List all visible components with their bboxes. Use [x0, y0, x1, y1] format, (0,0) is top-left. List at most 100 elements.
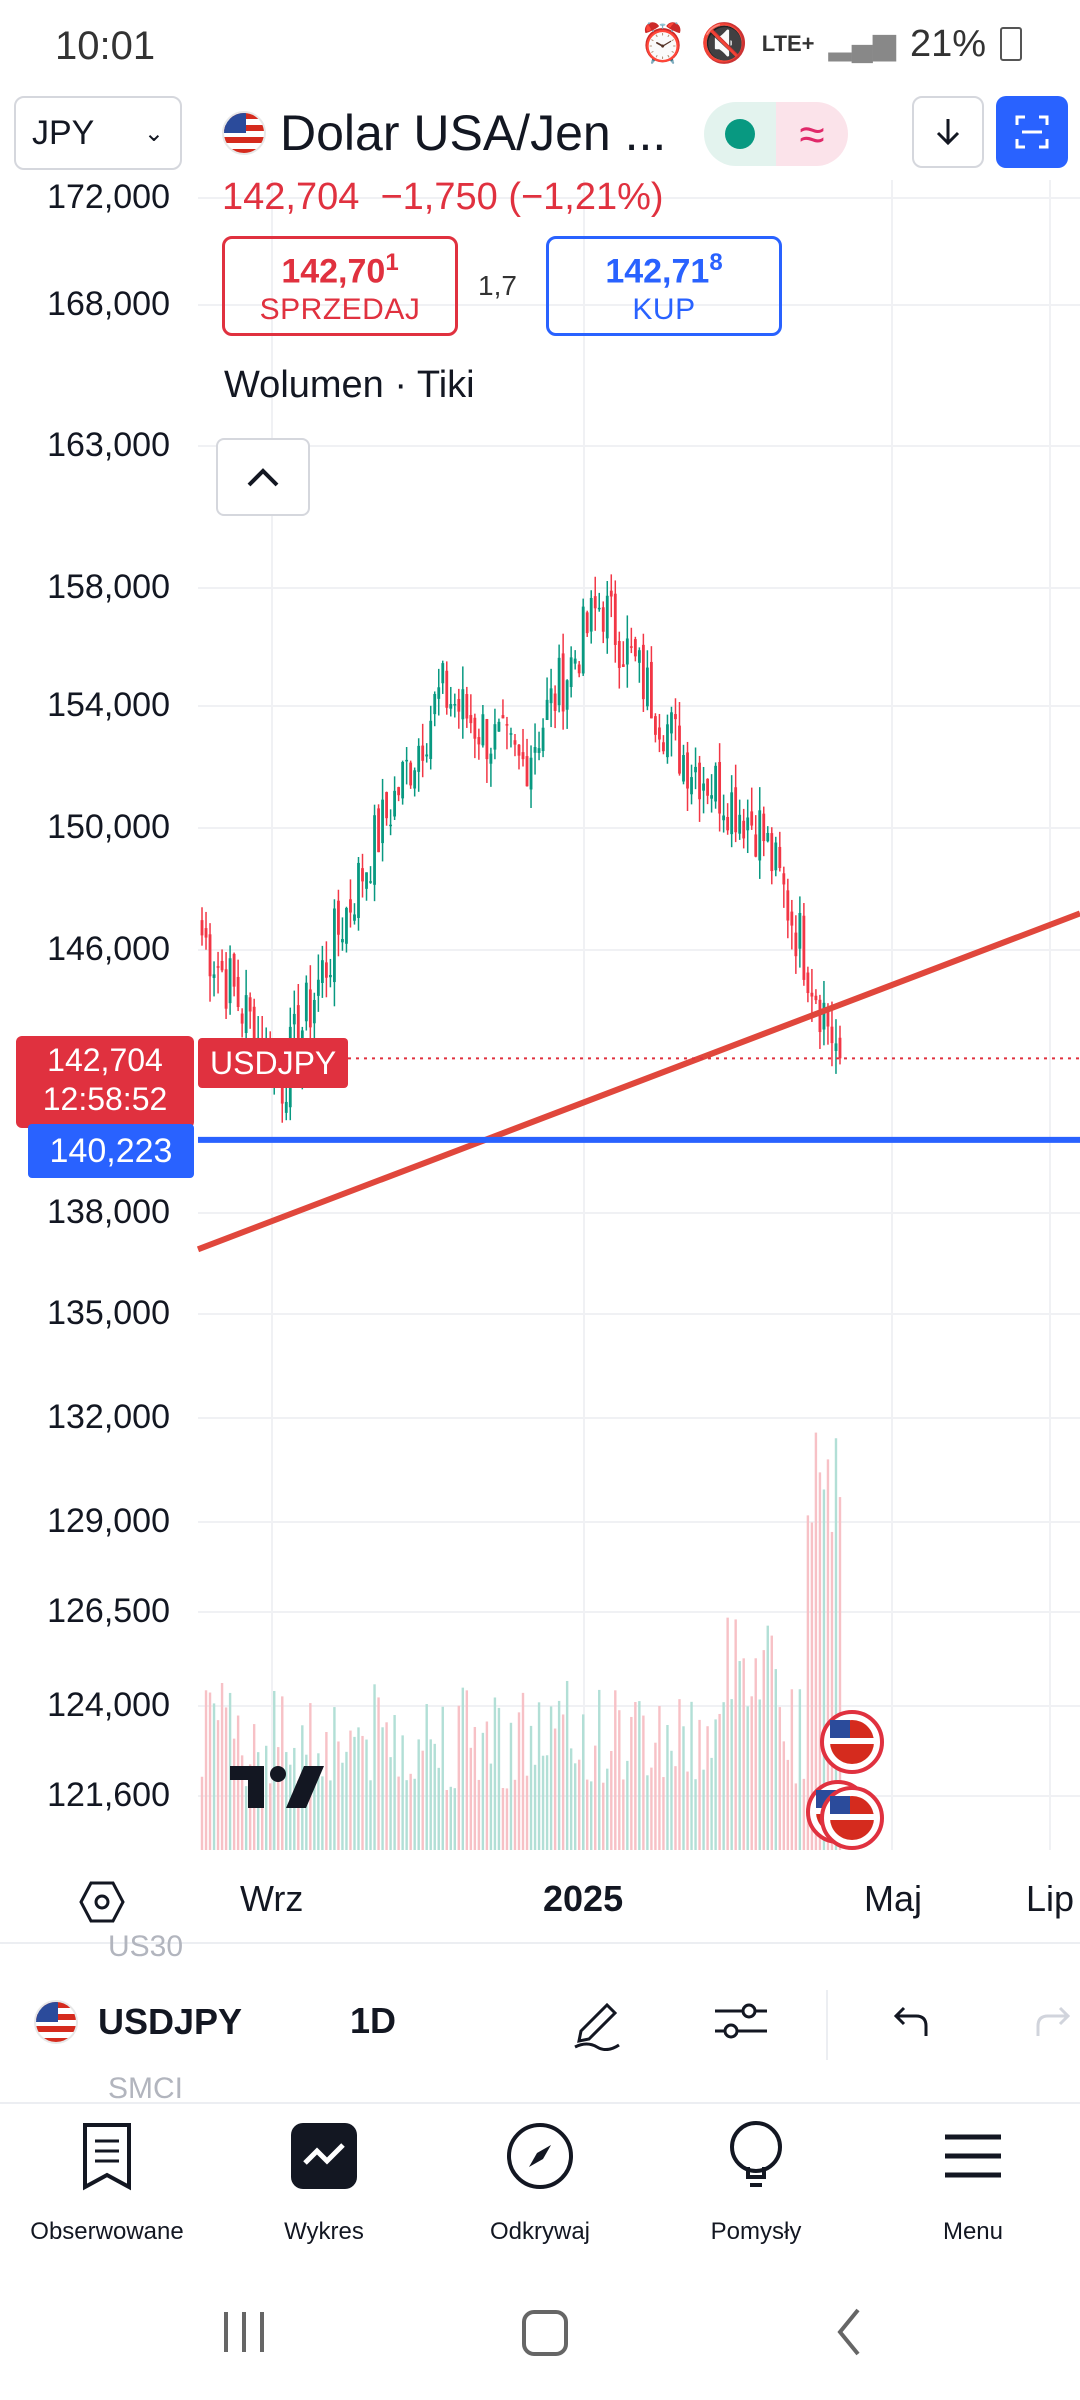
volume-bar — [244, 1786, 248, 1850]
volume-bar — [393, 1715, 396, 1850]
indicators-button[interactable] — [706, 1986, 776, 2056]
toolbar-symbol-button[interactable]: USDJPY — [34, 2000, 242, 2044]
candle-body — [545, 699, 549, 720]
currency-select[interactable]: JPY ⌄ — [14, 96, 182, 170]
volume-bar — [573, 1763, 577, 1850]
volume-bar — [838, 1497, 842, 1850]
candle-body — [365, 872, 368, 889]
toolbar-divider — [826, 1990, 828, 2060]
candle-body — [601, 607, 605, 632]
candle-body — [625, 638, 629, 665]
candle-body — [605, 595, 609, 639]
compass-icon — [507, 2123, 573, 2189]
volume-bar — [240, 1755, 244, 1850]
y-tick-label: 126,500 — [47, 1592, 170, 1630]
volume-bar — [321, 1776, 324, 1850]
candle-body — [670, 712, 673, 734]
volume-bar — [750, 1696, 753, 1850]
volume-bar — [449, 1786, 452, 1850]
candle-body — [252, 1006, 256, 1061]
candle-body — [429, 720, 433, 759]
fullscreen-button[interactable] — [996, 96, 1068, 168]
candle-body — [537, 748, 541, 753]
volume-bar — [818, 1472, 822, 1850]
ghost-symbol-above: US30 — [108, 1930, 184, 1963]
recent-apps-button[interactable] — [224, 2312, 264, 2352]
tradingview-logo — [230, 1766, 324, 1808]
volume-bar — [329, 1780, 332, 1850]
volume-bar — [774, 1669, 777, 1850]
candle-body — [373, 815, 376, 885]
symbol-tag: USDJPY — [198, 1038, 349, 1088]
nav-explore[interactable]: Odkrywaj — [450, 2116, 630, 2246]
volume-bar — [377, 1697, 380, 1850]
us-event-flag-icon — [830, 1796, 850, 1814]
volume-bar — [618, 1710, 621, 1850]
mute-icon: 🔇 — [700, 23, 748, 65]
market-status-pill[interactable]: ≈ — [704, 102, 848, 166]
spread-value: 1,7 — [478, 270, 517, 301]
undo-button[interactable] — [874, 1986, 944, 2056]
volume-bar — [622, 1779, 625, 1850]
volume-bar — [401, 1735, 404, 1850]
candle-body — [369, 881, 372, 883]
y-tick-label: 146,000 — [47, 930, 170, 968]
candle-body — [308, 989, 312, 1028]
collapse-button[interactable] — [216, 438, 310, 516]
buy-button[interactable]: 142,718 KUP — [546, 236, 782, 336]
sell-button[interactable]: 142,701 SPRZEDAJ — [222, 236, 458, 336]
volume-bar — [533, 1764, 537, 1850]
chart-settings-button[interactable] — [72, 1872, 132, 1932]
candle-body — [296, 1005, 300, 1065]
candle-body — [750, 811, 754, 826]
sell-price-pip: 1 — [385, 249, 399, 276]
volume-bar — [232, 1738, 236, 1850]
candle-body — [377, 808, 380, 853]
nav-label: Odkrywaj — [489, 2218, 591, 2245]
nav-chart[interactable]: Wykres — [234, 2116, 414, 2246]
candle-body — [449, 704, 453, 709]
volume-bar — [670, 1750, 673, 1850]
candle-body — [397, 787, 401, 796]
volume-bar — [421, 1750, 424, 1850]
volume-bar — [553, 1728, 557, 1850]
back-button[interactable] — [837, 2308, 860, 2356]
volume-bar — [714, 1719, 717, 1850]
candle-body — [513, 740, 517, 745]
volume-indicator-label[interactable]: Wolumen · Tiki — [224, 364, 475, 406]
candle-body — [589, 597, 593, 632]
volume-bar — [694, 1779, 697, 1850]
nav-menu[interactable]: Menu — [883, 2116, 1063, 2246]
redo-button[interactable] — [1020, 1986, 1080, 2056]
candle-body — [682, 755, 685, 782]
volume-bar — [445, 1789, 448, 1850]
approx-icon: ≈ — [776, 102, 848, 166]
volume-bar — [353, 1736, 356, 1850]
nav-ideas[interactable]: Pomysły — [666, 2116, 846, 2246]
candle-body — [337, 900, 340, 935]
sell-label: SPRZEDAJ — [259, 293, 421, 327]
price-chart[interactable] — [0, 160, 1080, 1900]
candle-body — [738, 814, 742, 834]
candle-body — [645, 667, 649, 707]
download-button[interactable] — [912, 96, 984, 168]
volume-bar — [345, 1751, 348, 1850]
candle-body — [658, 727, 661, 740]
volume-bar — [361, 1735, 364, 1850]
volume-bar — [397, 1776, 400, 1850]
interval-button[interactable]: 1D — [350, 2000, 397, 2041]
candle-body — [609, 590, 613, 597]
home-button[interactable] — [522, 2310, 568, 2356]
volume-bar — [662, 1777, 665, 1850]
candle-body — [244, 995, 248, 1034]
bar-countdown: 12:58:52 — [42, 1081, 168, 1117]
volume-bar — [758, 1699, 761, 1850]
candle-body — [292, 1013, 296, 1025]
candle-body — [806, 972, 810, 994]
x-label-2025: 2025 — [543, 1878, 624, 1919]
nav-watchlist[interactable]: Obserwowane — [17, 2116, 197, 2246]
drawing-tools-button[interactable] — [562, 1986, 632, 2056]
symbol-title[interactable]: Dolar USA/Jen ... — [222, 104, 666, 162]
horizontal-line-tag[interactable]: 140,223 — [28, 1124, 194, 1178]
volume-bar — [297, 1780, 300, 1850]
